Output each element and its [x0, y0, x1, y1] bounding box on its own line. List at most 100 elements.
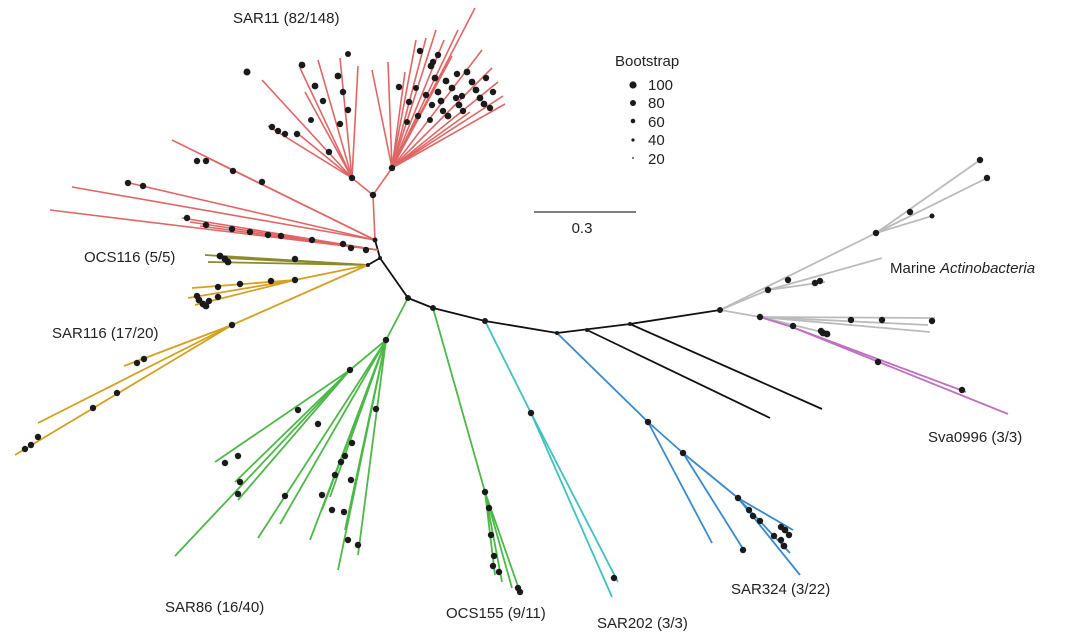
clade-label-ocs116: OCS116 (5/5)	[84, 249, 175, 266]
bootstrap-node	[336, 120, 344, 128]
clade-label-sar324: SAR324 (3/22)	[731, 581, 830, 598]
bootstrap-node	[431, 74, 439, 82]
tree-backbone	[367, 239, 823, 419]
bootstrap-node	[679, 449, 687, 457]
sar86-branches	[174, 297, 409, 571]
bootstrap-node	[413, 85, 419, 91]
bootstrap-node	[958, 386, 966, 394]
sar324-branches	[556, 332, 801, 576]
bootstrap-node	[459, 107, 467, 115]
bootstrap-node	[404, 119, 410, 125]
bootstrap-node	[339, 88, 347, 96]
bootstrap-node	[236, 280, 244, 288]
bootstrap-node	[345, 51, 351, 57]
bootstrap-node	[906, 208, 914, 216]
legend-item-60: 60	[648, 114, 665, 131]
bootstrap-node	[717, 307, 723, 313]
bootstrap-legend: Bootstrap 100 80 60 40 20	[615, 53, 679, 168]
legend-dot-20	[632, 157, 634, 159]
legend-dot-60	[630, 118, 636, 124]
bootstrap-node	[348, 439, 356, 447]
bootstrap-node	[764, 286, 772, 294]
legend-item-20: 20	[648, 151, 665, 168]
bootstrap-node	[482, 318, 488, 324]
bootstrap-node	[817, 327, 825, 335]
bootstrap-node	[789, 322, 797, 330]
bootstrap-node	[847, 316, 855, 324]
bootstrap-node	[489, 562, 497, 570]
bootstrap-node	[214, 293, 222, 301]
bootstrap-node	[202, 157, 210, 165]
bootstrap-node	[311, 82, 319, 90]
bootstrap-node	[527, 409, 535, 417]
legend-item-100: 100	[648, 77, 673, 94]
bootstrap-node	[348, 174, 356, 182]
bootstrap-node	[308, 117, 314, 123]
bootstrap-node	[308, 236, 316, 244]
bootstrap-node	[928, 317, 936, 325]
bootstrap-node	[485, 504, 493, 512]
bootstrap-node	[405, 295, 411, 301]
clade-label-sar11: SAR11 (82/148)	[233, 10, 339, 27]
bootstrap-node	[293, 130, 301, 138]
bootstrap-node	[340, 508, 348, 516]
bootstrap-node	[585, 328, 589, 332]
bootstrap-node	[976, 156, 984, 164]
actinobacteria-branches	[719, 159, 988, 335]
bootstrap-node	[236, 478, 244, 486]
bootstrap-node	[221, 459, 229, 467]
bootstrap-node	[382, 336, 390, 344]
bootstrap-node	[455, 101, 463, 109]
bootstrap-node	[816, 277, 824, 285]
bootstrap-node	[228, 225, 236, 233]
bootstrap-node	[334, 72, 342, 80]
bootstrap-node	[739, 546, 747, 554]
bootstrap-node	[780, 542, 788, 550]
bootstrap-node	[234, 490, 242, 498]
ocs155-branches	[432, 307, 521, 593]
clade-label-sar86: SAR86 (16/40)	[165, 599, 264, 616]
legend-item-40: 40	[648, 132, 665, 149]
bootstrap-node	[770, 532, 778, 540]
bootstrap-node	[874, 358, 882, 366]
bootstrap-node	[372, 405, 380, 413]
bootstrap-node	[124, 179, 132, 187]
bootstrap-node	[193, 157, 201, 165]
legend-dot-80	[630, 100, 636, 106]
bootstrap-node	[264, 231, 272, 239]
bootstrap-node	[202, 302, 210, 310]
bootstrap-node	[428, 101, 436, 109]
bootstrap-node	[291, 276, 299, 284]
bootstrap-node	[929, 213, 935, 219]
scale-bar: 0.3	[534, 211, 636, 237]
bootstrap-node	[486, 104, 494, 112]
bootstrap-node	[777, 536, 785, 544]
bootstrap-node	[405, 98, 413, 106]
bootstrap-node	[437, 97, 445, 105]
bootstrap-node	[34, 433, 42, 441]
bootstrap-node	[388, 164, 396, 172]
bootstrap-node	[314, 420, 322, 428]
bootstrap-node	[481, 488, 489, 496]
bootstrap-node	[439, 107, 447, 115]
bootstrap-node	[395, 83, 403, 91]
bootstrap-node	[745, 506, 753, 514]
bootstrap-node	[267, 277, 275, 285]
bootstrap-node	[347, 244, 355, 252]
bootstrap-node	[216, 252, 224, 260]
bootstrap-node	[277, 232, 285, 240]
bootstrap-node	[434, 88, 442, 96]
bootstrap-node	[416, 47, 424, 55]
scale-bar-label: 0.3	[572, 220, 593, 237]
bootstrap-node	[229, 167, 237, 175]
bootstrap-node	[337, 458, 345, 466]
bootstrap-node	[89, 404, 97, 412]
legend-title: Bootstrap	[615, 53, 679, 70]
bootstrap-node	[448, 84, 456, 92]
bootstrap-node	[366, 263, 370, 267]
bootstrap-node	[205, 297, 213, 305]
bootstrap-node	[139, 182, 147, 190]
bootstrap-node	[555, 331, 559, 335]
bootstrap-nodes	[21, 47, 991, 596]
bootstrap-node	[480, 100, 488, 108]
